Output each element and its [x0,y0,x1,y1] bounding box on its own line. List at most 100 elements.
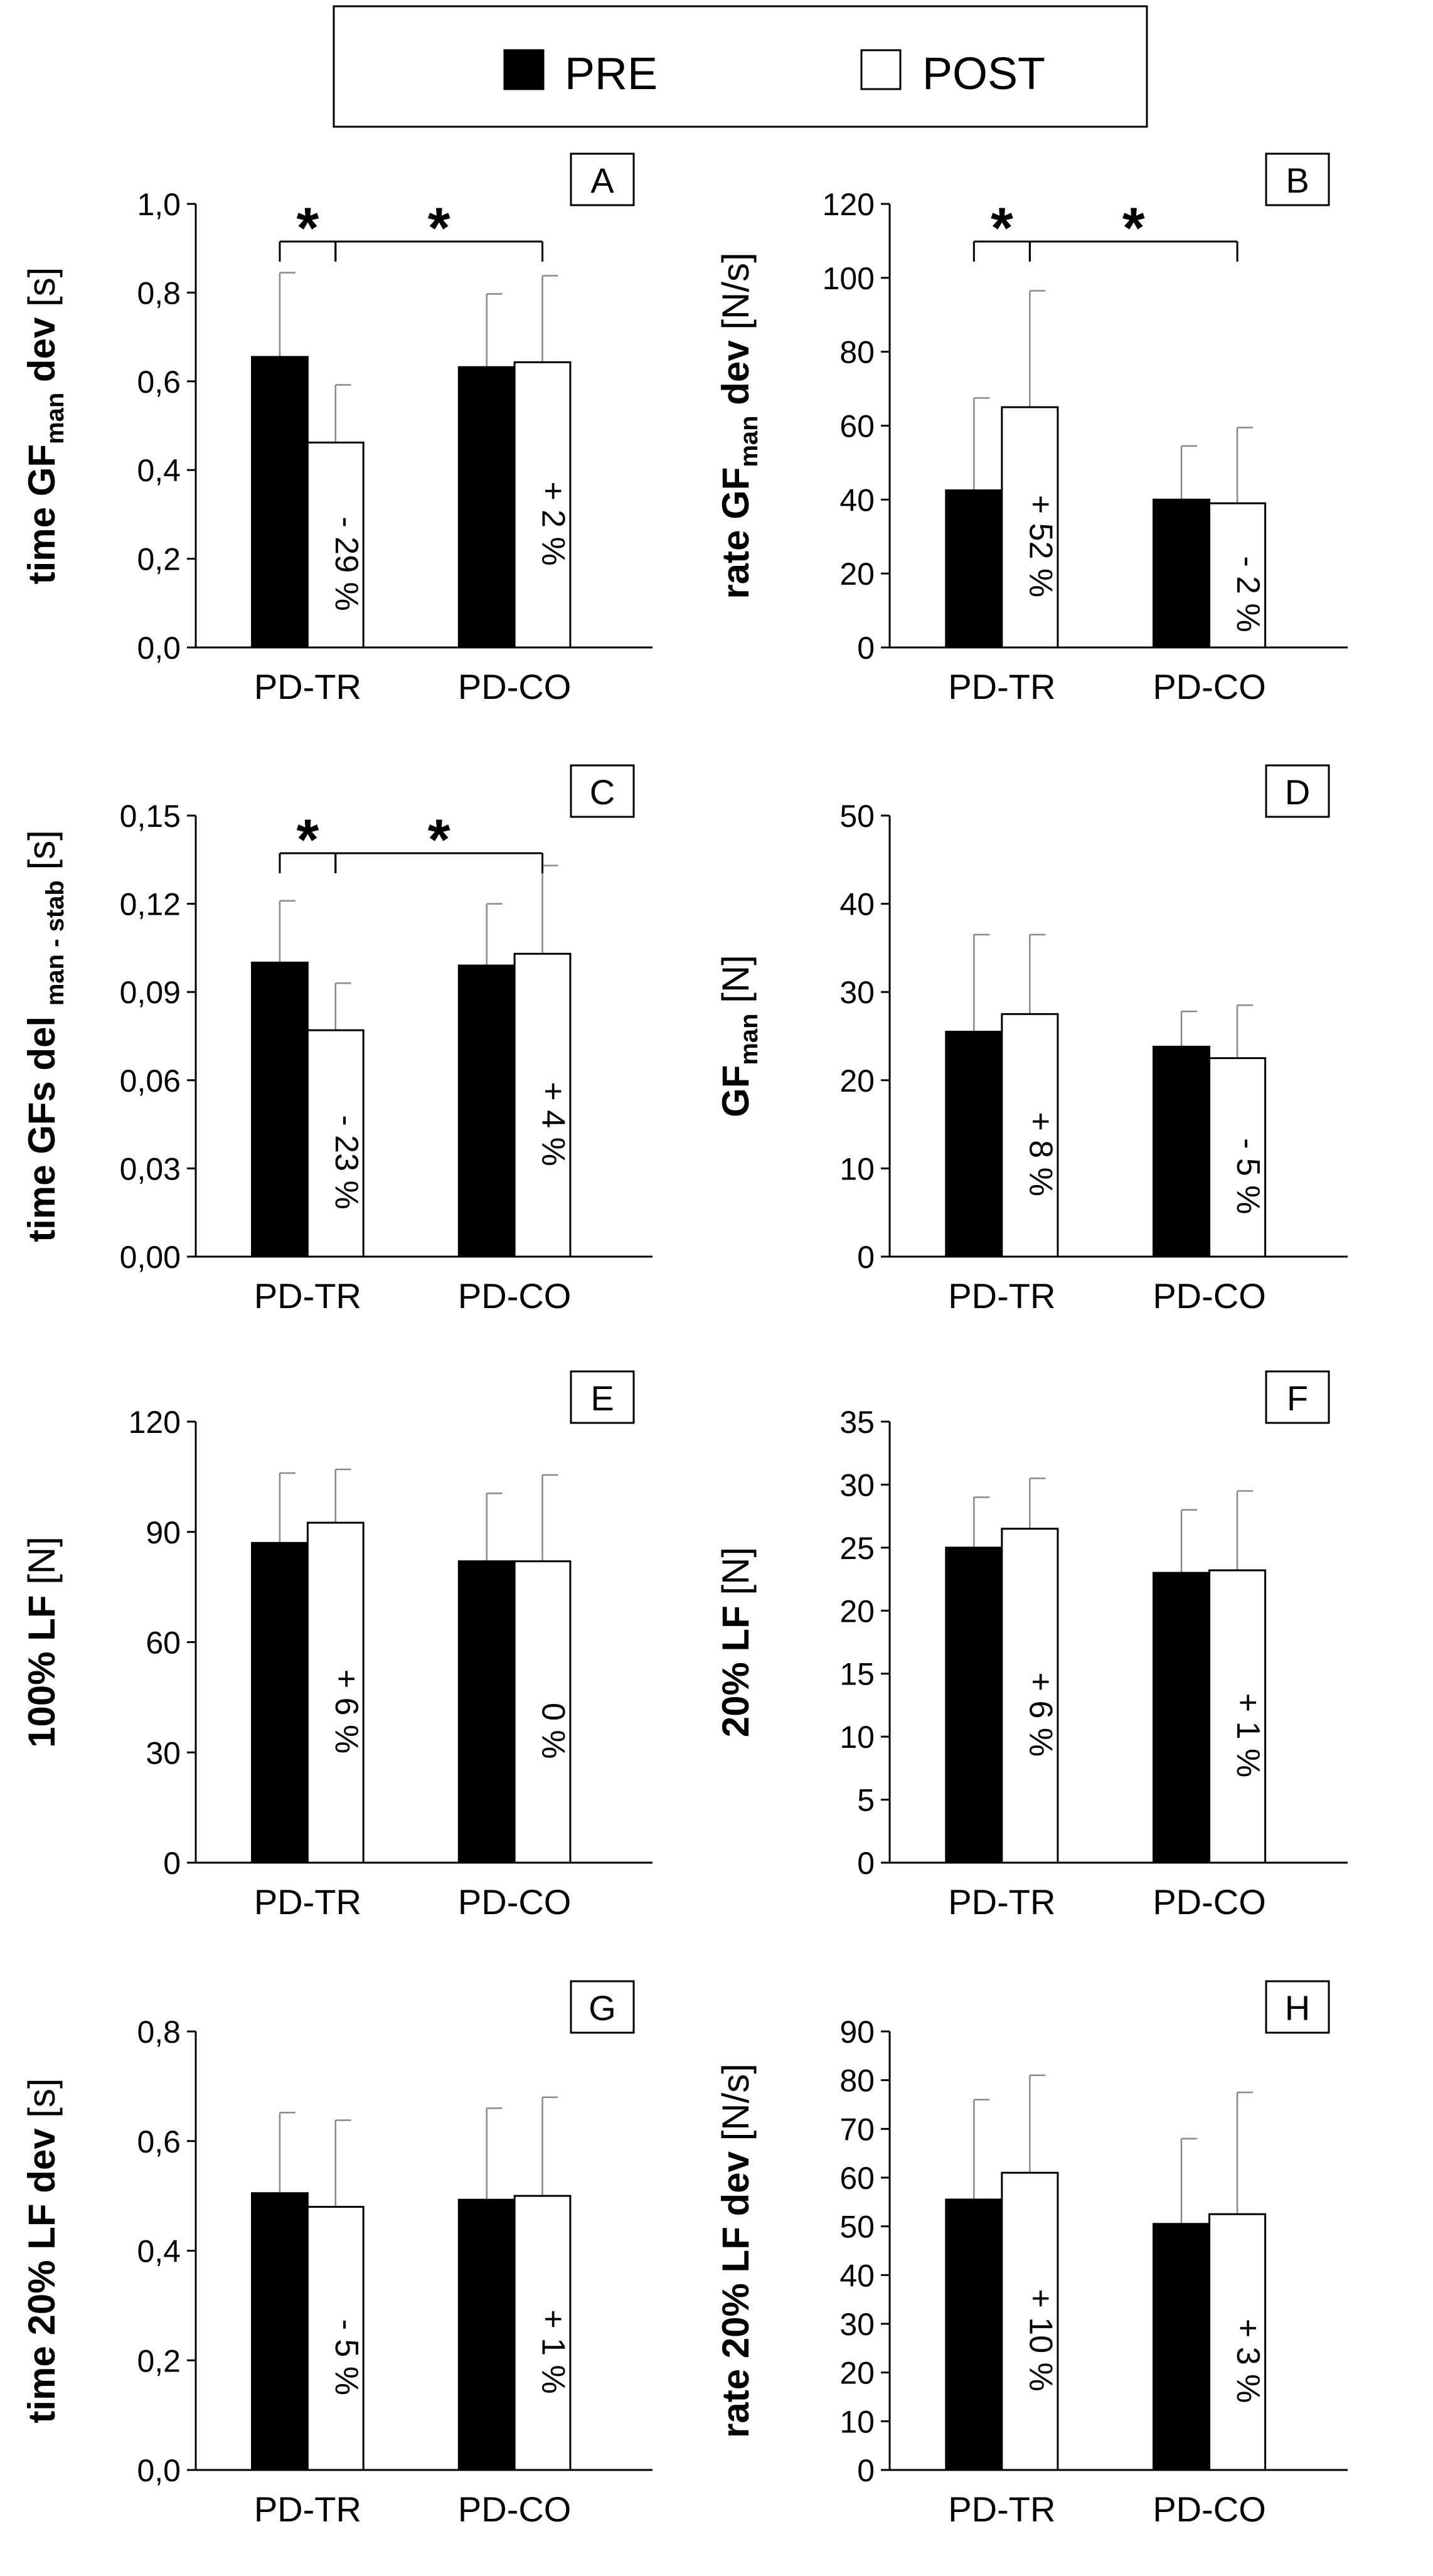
legend-swatch-pre [503,49,545,90]
y-tick-label: 15 [839,1657,875,1692]
y-tick-label: 0 [857,1240,875,1275]
bar-post-pd-tr [1001,1528,1059,1864]
x-category-label: PD-CO [458,1882,571,1922]
panel-label-box [1265,1370,1330,1424]
y-tick-label: 0,09 [120,975,181,1010]
y-tick-label: 0,2 [137,542,181,577]
bar-pre-pd-co [457,964,516,1258]
y-axis-title-part: rate GF [715,467,757,599]
bar-post-pd-tr [1001,1013,1059,1258]
legend-box [333,5,1148,128]
y-axis-title: rate GFman dev [N/s] [715,252,763,599]
significance-star: * [1122,196,1145,260]
bar-post-pd-co [1208,1569,1267,1864]
panel-e: 0 30 60 90 120 100% LF [N] E PD-TR + 6 % PD-CO 0 % [21,1370,653,1922]
y-tick-label: 120 [823,187,875,222]
bar-post-pd-co [1208,2213,1267,2471]
y-axis-title-subscript: man - stab [41,880,69,1006]
y-tick-label: 0,12 [120,887,181,922]
y-tick-label: 0,2 [137,2343,181,2378]
panel-label: E [590,1378,614,1418]
change-annotation: - 5 % [328,2319,365,2395]
x-category-label: PD-CO [1153,2489,1265,2529]
legend-label-pre: PRE [565,49,658,99]
panel-a: 0,0 0,2 0,4 0,6 0,8 1,0 time GFman dev [s] A PD-… [21,152,653,706]
y-axis-unit: [N] [715,955,757,1013]
legend: PRE POST [333,5,1148,128]
y-tick-label: 50 [839,799,875,834]
y-tick-label: 60 [839,409,875,444]
y-tick-label: 120 [129,1405,181,1440]
y-axis-title-subscript: man [41,393,69,444]
y-tick-label: 100 [823,261,875,296]
y-axis-title: time GFman dev [s] [21,267,69,585]
y-tick-label: 90 [146,1515,181,1550]
y-axis-unit: [s] [21,2078,63,2128]
y-tick-label: 20 [839,2356,875,2391]
y-tick-label: 40 [839,887,875,922]
y-axis-title: time GFs del man - stab [s] [21,830,69,1242]
bar-post-pd-tr [306,1029,365,1258]
bar-post-pd-co [513,1560,572,1864]
y-tick-label: 50 [839,2210,875,2245]
bar-pre-pd-tr [945,489,1003,649]
change-annotation: + 4 % [535,1082,572,1166]
y-axis-title-subscript: man [735,1013,763,1065]
y-tick-label: 0 [857,1846,875,1881]
x-category-label: PD-CO [458,1276,571,1316]
panel-g: 0,0 0,2 0,4 0,6 0,8 time 20% LF dev [s] G PD-TR… [21,1980,653,2529]
bar-pre-pd-co [1152,1572,1211,1864]
bar-pre-pd-co [457,366,516,649]
bar-pre-pd-tr [251,961,309,1258]
y-tick-label: 20 [839,1063,875,1099]
y-axis-title: 100% LF [N] [21,1536,63,1748]
panel-f: 0 5 10 15 20 25 30 35 20% LF [N] F PD-TR + 6 % PD-CO… [715,1370,1348,1922]
y-tick-label: 0,06 [120,1063,181,1099]
y-tick-label: 10 [839,2404,875,2439]
y-tick-label: 0 [857,631,875,666]
y-tick-label: 20 [839,1594,875,1629]
panel-b: 0 20 40 60 80 100 120 rate GFman dev [N/s] B PD-T… [715,152,1348,706]
y-tick-label: 0,15 [120,799,181,834]
panel-label: C [590,772,615,812]
x-category-label: PD-TR [948,667,1055,706]
y-axis-title-part: time GF [21,444,63,584]
y-tick-label: 60 [146,1626,181,1661]
bar-pre-pd-tr [945,2198,1003,2471]
panel-label-box [570,1980,635,2034]
bar-pre-pd-co [457,2198,516,2471]
x-category-label: PD-TR [948,2489,1055,2529]
bar-pre-pd-co [1152,498,1211,649]
y-tick-label: 0,8 [137,275,181,311]
y-axis-title-part: GF [715,1065,757,1117]
y-tick-label: 35 [839,1405,875,1440]
change-annotation: + 2 % [535,481,572,565]
x-category-label: PD-TR [254,1276,361,1316]
change-annotation: + 1 % [1230,1693,1266,1777]
y-tick-label: 30 [839,2307,875,2342]
y-tick-label: 5 [857,1783,875,1818]
bar-post-pd-tr [1001,406,1059,649]
panel-label-box [1265,152,1330,206]
y-tick-label: 70 [839,2112,875,2147]
panel-label: A [590,161,614,200]
panel-h: 0 10 20 30 40 50 60 70 80 90 rate 20% LF dev [N/s]… [715,1980,1348,2529]
panel-label: H [1285,1988,1310,2028]
x-category-label: PD-TR [948,1882,1055,1922]
y-tick-label: 0,0 [137,2453,181,2488]
bar-post-pd-tr [1001,2171,1059,2471]
y-axis-unit: [N/s] [715,252,757,340]
bar-post-pd-tr [306,441,365,649]
x-category-label: PD-TR [254,1882,361,1922]
panel-label-box [1265,1980,1330,2034]
x-category-label: PD-TR [948,1276,1055,1316]
y-axis-title-part: time 20% LF dev [21,2128,63,2424]
y-axis-title: GFman [N] [715,955,763,1117]
significance-star: * [296,808,319,872]
y-tick-label: 40 [839,2258,875,2293]
panel-label-box [1265,764,1330,818]
y-tick-label: 10 [839,1151,875,1186]
y-axis-title: 20% LF [N] [715,1547,757,1737]
y-axis-unit: [N] [21,1536,63,1595]
bar-pre-pd-tr [251,2192,309,2471]
